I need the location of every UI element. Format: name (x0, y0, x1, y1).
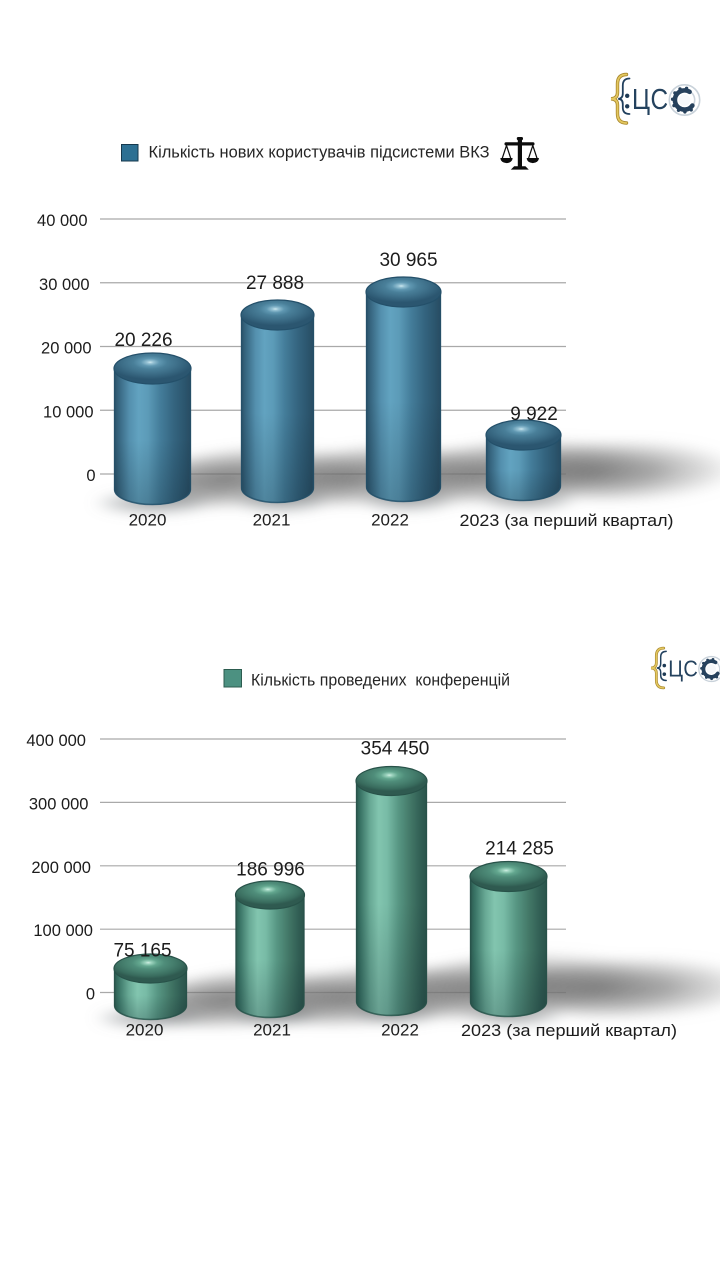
svg-text:300 000: 300 000 (29, 795, 89, 813)
svg-text:30 965: 30 965 (379, 250, 437, 271)
svg-text:27 888: 27 888 (246, 273, 304, 294)
svg-text:40 000: 40 000 (37, 212, 87, 230)
svg-text:20 000: 20 000 (41, 340, 91, 358)
svg-text:ЦС: ЦС (632, 84, 669, 116)
svg-text:214 285: 214 285 (485, 839, 554, 860)
svg-text:2022: 2022 (371, 511, 409, 530)
svg-text:10 000: 10 000 (43, 403, 93, 421)
svg-text:2023 (за перший квартал): 2023 (за перший квартал) (460, 511, 674, 530)
svg-text:354 450: 354 450 (361, 739, 430, 760)
svg-text:400 000: 400 000 (26, 732, 86, 750)
svg-text:Кількість проведених конферен: Кількість проведених конференцій (251, 671, 510, 690)
svg-text:186 996: 186 996 (236, 860, 305, 881)
svg-text:0: 0 (86, 986, 95, 1004)
svg-text:Кількість нових користувачів п: Кількість нових користувачів підсистеми … (149, 143, 490, 162)
svg-text:30 000: 30 000 (39, 276, 89, 294)
svg-text:9 922: 9 922 (510, 404, 558, 425)
svg-text:2020: 2020 (129, 511, 167, 530)
svg-text:200 000: 200 000 (31, 859, 91, 877)
svg-text:2023 (за перший квартал): 2023 (за перший квартал) (461, 1021, 677, 1040)
svg-text:100 000: 100 000 (33, 922, 93, 940)
svg-text:0: 0 (86, 467, 95, 485)
svg-text:2020: 2020 (126, 1021, 164, 1040)
svg-text:20 226: 20 226 (114, 330, 172, 351)
svg-text:ЦС: ЦС (668, 655, 698, 681)
svg-text:2022: 2022 (381, 1021, 419, 1040)
svg-text:2021: 2021 (253, 511, 291, 530)
svg-text:75 165: 75 165 (113, 941, 171, 962)
svg-text:2021: 2021 (253, 1021, 291, 1040)
